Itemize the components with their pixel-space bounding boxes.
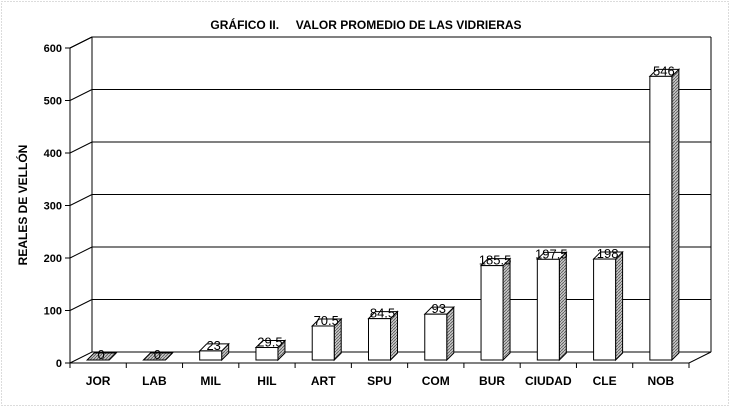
bar-side-bur [502, 257, 511, 362]
data-label-lab: 0 [154, 347, 161, 362]
chart-title: GRÁFICO II. VALOR PROMEDIO DE LAS VIDRIE… [210, 17, 521, 32]
y-tick-label-2: 200 [44, 253, 62, 265]
bar-side-nob [671, 68, 680, 362]
data-label-hil: 29.5 [257, 335, 282, 350]
x-tick-label-spu: SPU [367, 374, 392, 388]
x-tick-label-bur: BUR [479, 374, 505, 388]
bar-front-com [424, 313, 448, 361]
plot-area: 0 100 200 300 400 500 600 0 JOR 0 LAB 23 MIL 29.5 HIL 7… [44, 36, 712, 388]
bar-front-mil [199, 350, 223, 361]
bar-art [311, 317, 343, 362]
x-tick-label-lab: LAB [142, 374, 167, 388]
data-label-mil: 23 [206, 338, 220, 353]
gridline-side-4 [69, 141, 93, 154]
gridline-side-1 [69, 299, 93, 311]
bar-com [423, 305, 455, 362]
x-tick-label-nob: NOB [648, 374, 675, 388]
data-label-spu: 84.5 [370, 306, 395, 321]
bar-top-lab [142, 352, 174, 361]
data-label-bur: 185.5 [479, 253, 512, 268]
gridline-side-5 [69, 89, 93, 101]
bar-side-com [446, 305, 455, 362]
bar-front-hil [255, 347, 279, 361]
y-tick-label-6: 600 [44, 43, 62, 55]
bar-side-cle [615, 250, 624, 362]
y-tick-label-3: 300 [44, 201, 62, 213]
bar-spu [367, 310, 399, 362]
data-label-nob: 546 [653, 63, 675, 78]
bar-front-nob [649, 75, 673, 361]
bar-front-spu [368, 318, 391, 361]
bar-ciudad [536, 251, 568, 362]
bar-cle [592, 250, 624, 362]
bar-front-art [311, 325, 335, 361]
y-axis-label: REALES DE VELLÓN [15, 145, 30, 266]
y-axis-top-diagonal [69, 36, 93, 49]
y-tick-label-5: 500 [44, 96, 62, 108]
bar-front-cle [593, 258, 617, 361]
gridline-side-3 [69, 194, 93, 206]
bar-front-bur [480, 265, 504, 361]
bar-top-jor [85, 352, 118, 361]
x-tick-label-hil: HIL [257, 374, 276, 388]
bar-side-ciudad [558, 251, 567, 362]
data-label-com: 93 [432, 301, 446, 316]
y-tick-label-1: 100 [44, 306, 62, 318]
y-tick-label-0: 0 [56, 358, 62, 370]
x-tick-label-mil: MIL [200, 374, 221, 388]
x-tick-label-cle: CLE [593, 374, 617, 388]
data-label-ciudad: 197.5 [535, 246, 568, 261]
x-tick-label-art: ART [311, 374, 336, 388]
bar-hil [254, 339, 287, 362]
x-tick-label-com: COM [422, 374, 450, 388]
bar-jor [85, 352, 118, 361]
x-tick-label-ciudad: CIUDAD [525, 374, 572, 388]
gridline-side-2 [69, 246, 93, 259]
data-label-cle: 198 [597, 246, 619, 261]
data-label-jor: 0 [98, 347, 105, 362]
bar-nob [648, 68, 681, 362]
data-label-art: 70.5 [314, 313, 339, 328]
bar-lab [142, 352, 174, 361]
bar-front-ciudad [536, 258, 560, 361]
bar-bur [479, 257, 512, 362]
y-tick-label-4: 400 [44, 148, 62, 160]
bar-mil [198, 342, 230, 362]
x-tick-label-jor: JOR [86, 374, 111, 388]
